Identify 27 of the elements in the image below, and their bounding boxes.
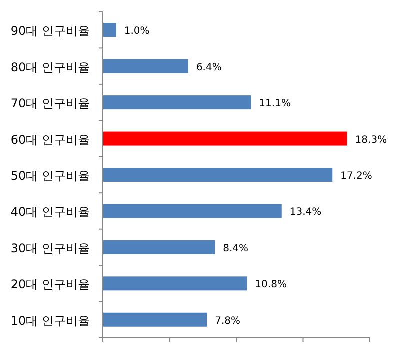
bar (103, 204, 282, 218)
data-label: 6.4% (196, 62, 222, 74)
bar (103, 96, 252, 110)
bar (103, 23, 116, 38)
bar (103, 59, 188, 74)
data-label: 18.3% (355, 134, 388, 146)
y-tick-label: 50대 인구비율 (10, 169, 90, 183)
bar (103, 168, 333, 182)
y-tick-label: 80대 인구비율 (10, 60, 90, 74)
y-tick-label: 60대 인구비율 (10, 132, 90, 147)
bar (103, 276, 248, 291)
data-label: 17.2% (340, 171, 372, 182)
y-tick-label: 70대 인구비율 (10, 96, 90, 111)
data-label: 8.4% (223, 243, 249, 254)
y-tick-label: 40대 인구비율 (10, 205, 90, 220)
y-tick-label: 20대 인구비율 (10, 278, 90, 292)
y-tick-label: 90대 인구비율 (10, 24, 90, 38)
bar (103, 240, 216, 254)
data-label: 13.4% (290, 207, 322, 218)
y-tick-label: 30대 인구비율 (10, 241, 90, 256)
bar (103, 312, 208, 327)
data-label: 7.8% (215, 316, 241, 327)
bar (103, 132, 348, 146)
y-tick-label: 10대 인구비율 (10, 314, 90, 328)
data-label: 11.1% (259, 98, 291, 110)
data-label: 1.0% (124, 26, 150, 38)
data-label: 10.8% (255, 280, 287, 291)
